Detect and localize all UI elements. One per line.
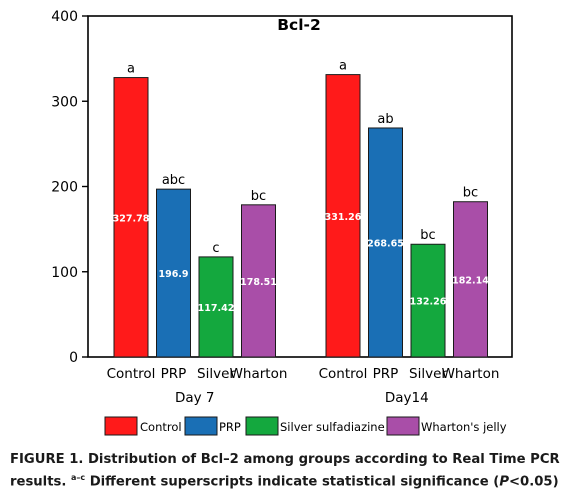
data-label: 327.78	[113, 213, 150, 224]
legend-label: Control	[140, 420, 182, 434]
x-tick-label: Control	[107, 366, 156, 382]
x-tick-label: Silver	[409, 366, 447, 382]
y-tick-label: 300	[51, 94, 78, 110]
significance-label: abc	[162, 173, 185, 188]
significance-label: a	[339, 59, 347, 74]
bar	[113, 77, 149, 358]
caption-line-2: results. a–c Different superscripts indi…	[10, 473, 559, 490]
x-tick-label: PRP	[373, 366, 399, 382]
legend-swatch	[104, 416, 138, 436]
legend-label: Wharton's jelly	[421, 420, 507, 434]
y-tick-label: 100	[51, 265, 78, 281]
bar	[241, 204, 276, 358]
x-tick-label: Wharton	[230, 366, 288, 382]
bar	[453, 201, 488, 358]
x-tick-label: Wharton	[442, 366, 500, 382]
plot-frame	[87, 15, 513, 358]
chart-title: Bcl-2	[277, 16, 321, 34]
x-tick-label: Control	[319, 366, 368, 382]
bar	[198, 256, 234, 358]
figure-caption: FIGURE 1. Distribution of Bcl–2 among gr…	[10, 451, 562, 491]
y-tick-label: 200	[51, 180, 78, 196]
legend-swatch	[184, 416, 218, 436]
legend-swatch	[386, 416, 420, 436]
significance-label: bc	[463, 186, 478, 201]
group-label: Day14	[385, 390, 429, 406]
significance-label: bc	[251, 189, 266, 204]
legend-swatch	[245, 416, 279, 436]
significance-label: bc	[420, 228, 435, 243]
legend-label: Silver sulfadiazine	[280, 420, 385, 434]
bar	[156, 188, 191, 358]
legend-label: PRP	[219, 420, 241, 434]
data-label: 268.65	[367, 238, 404, 249]
bar	[368, 127, 403, 358]
x-tick-label: PRP	[161, 366, 187, 382]
data-label: 132.26	[410, 297, 447, 308]
data-label: 178.51	[240, 277, 277, 288]
caption-line-1: FIGURE 1. Distribution of Bcl–2 among gr…	[10, 452, 560, 467]
group-label: Day 7	[175, 390, 215, 406]
y-tick-label: 400	[51, 9, 78, 25]
y-tick-label: 0	[69, 350, 78, 366]
data-label: 182.14	[452, 275, 489, 286]
data-label: 196.9	[158, 269, 188, 280]
significance-label: c	[212, 241, 219, 256]
data-label: 331.26	[325, 212, 362, 223]
significance-label: ab	[377, 112, 393, 127]
bar	[410, 243, 446, 358]
data-label: 117.42	[198, 303, 235, 314]
significance-label: a	[127, 62, 135, 77]
bar	[325, 74, 361, 358]
x-tick-label: Silver	[197, 366, 235, 382]
